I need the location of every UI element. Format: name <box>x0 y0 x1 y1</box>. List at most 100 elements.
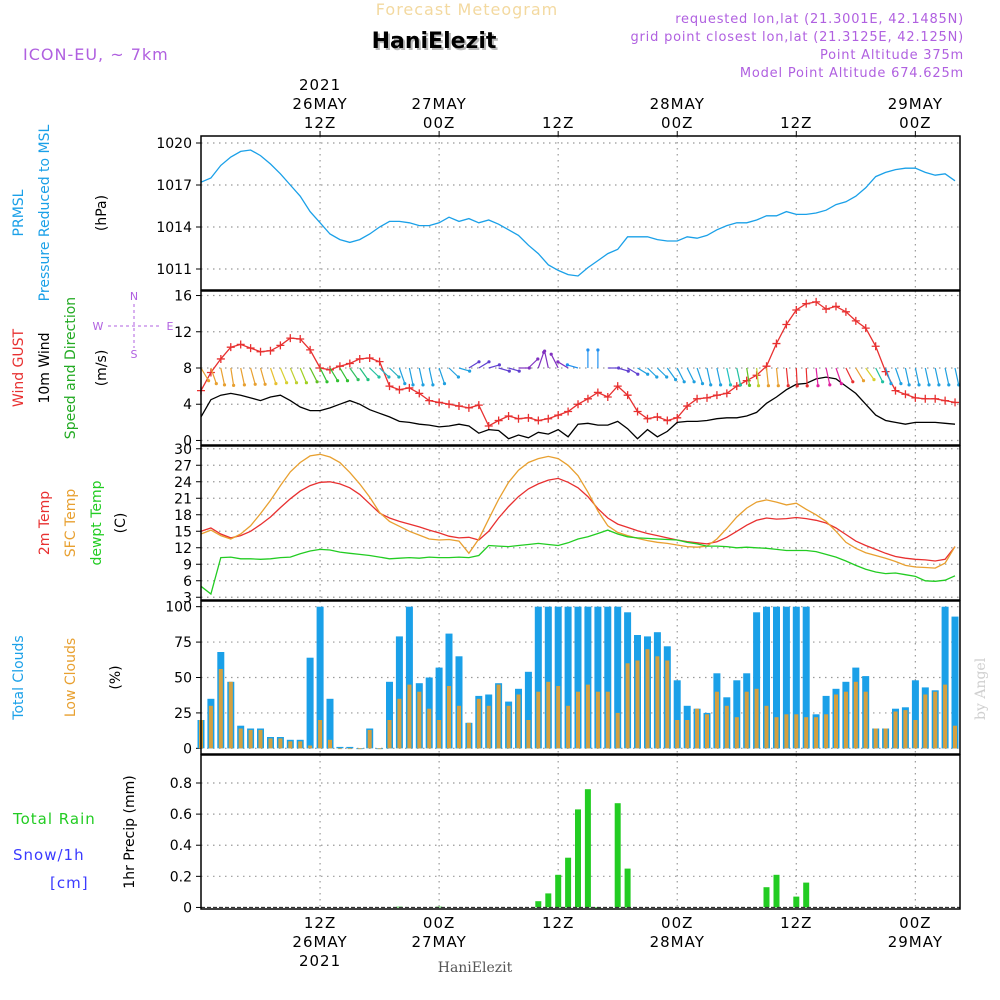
wind-arrow-head <box>304 381 308 385</box>
bar <box>863 691 868 749</box>
bar <box>346 746 354 749</box>
compass-n: N <box>130 290 138 303</box>
gust-marker <box>425 396 434 405</box>
wind-arrow <box>676 367 685 383</box>
panel-precip: 0 0.2 0.4 0.6 0.8 Total Rain Snow/1h [cm] 1hr Pr… <box>12 754 961 916</box>
wind-arrow-head <box>497 363 501 367</box>
wind-arrow-head <box>336 379 340 383</box>
time-label: 26MAY <box>292 933 347 951</box>
wind-arrow-head <box>839 382 844 386</box>
ytick-label: 100 <box>165 600 192 616</box>
bar <box>614 803 621 908</box>
panel-frame <box>200 754 961 910</box>
wind-arrow-head <box>626 369 630 373</box>
series-line <box>200 453 956 569</box>
bar <box>792 606 800 749</box>
bar <box>386 681 393 749</box>
bar <box>802 606 810 749</box>
bar <box>524 671 532 749</box>
compass-icon: N S W E <box>93 290 174 361</box>
gust-marker <box>861 324 870 333</box>
wind-arrow <box>696 367 704 384</box>
bar <box>554 606 562 749</box>
bar <box>685 720 690 749</box>
ytick-label: 24 <box>174 475 192 491</box>
wind-arrow <box>259 367 266 385</box>
bar <box>614 606 622 749</box>
wind-arrow <box>230 367 235 386</box>
wind-arrow <box>746 367 751 386</box>
bar <box>457 705 461 749</box>
wind-arrow <box>250 367 256 385</box>
wind-arrow <box>220 367 226 386</box>
time-label: 00Z <box>661 114 693 132</box>
wind-arrow-head <box>851 380 855 384</box>
wind-arrow-head <box>917 383 921 387</box>
gust-marker <box>911 393 920 402</box>
wind-arrow <box>637 367 649 375</box>
bar <box>911 680 919 749</box>
gust-marker <box>385 382 394 391</box>
bar <box>814 717 819 749</box>
wind-arrow-head <box>403 382 407 386</box>
time-label: 00Z <box>423 914 455 932</box>
gust-marker <box>484 421 493 430</box>
wind-arrow <box>428 367 434 386</box>
wind-arrow-head <box>207 379 211 383</box>
time-label: 28MAY <box>650 95 705 113</box>
wind-arrow <box>269 367 277 384</box>
bar <box>673 680 681 749</box>
time-label: 28MAY <box>650 933 705 951</box>
wind-arrow <box>904 367 910 386</box>
wind-arrow <box>825 367 831 386</box>
wind-arrow-head <box>655 375 659 379</box>
ytick-label: 1011 <box>156 262 192 278</box>
wind-arrow <box>279 367 288 383</box>
wind-arrow <box>775 367 779 386</box>
wind-arrow <box>795 367 798 386</box>
bar <box>405 606 413 749</box>
wind-arrow-head <box>421 383 425 387</box>
gust-marker <box>435 398 444 407</box>
wind-arrow-head <box>747 383 752 387</box>
ytick-label: 75 <box>174 635 192 651</box>
wind-arrow-head <box>536 357 540 361</box>
bar <box>594 606 602 749</box>
wind-arrow <box>736 367 742 386</box>
bar <box>793 896 800 908</box>
wind-arrow-head <box>596 348 600 352</box>
bar <box>328 739 332 749</box>
bar <box>695 708 700 749</box>
wind-arrow-head <box>294 381 299 385</box>
gust-marker <box>703 393 711 402</box>
gust-marker <box>802 299 811 308</box>
ylabel: (hPa) <box>94 195 110 231</box>
wind-arrow <box>550 353 559 369</box>
wind-arrow-head <box>692 380 696 384</box>
info-line: Point Altitude 375m <box>820 48 964 63</box>
gust-marker <box>464 403 473 412</box>
wind-arrow-head <box>387 375 391 379</box>
time-label: 27MAY <box>411 95 466 113</box>
wind-arrow-head <box>345 379 350 383</box>
gust-marker <box>822 305 831 314</box>
wind-arrow <box>210 367 217 384</box>
ylabel: Speed and Direction <box>63 297 79 439</box>
bar <box>486 705 491 749</box>
panel-clouds: 0 25 50 75 100 Total Clouds Low Clouds (%) <box>11 600 961 757</box>
wind-arrow <box>666 367 677 380</box>
wind-arrow <box>438 367 446 384</box>
bar <box>218 669 223 749</box>
wind-arrow <box>815 367 819 386</box>
bar <box>763 606 770 749</box>
bar <box>893 711 898 749</box>
wind-arrow-head <box>709 383 713 387</box>
ytick-label: 3 <box>183 590 192 606</box>
gust-marker <box>226 343 235 352</box>
bar <box>645 649 650 749</box>
bar <box>773 606 780 749</box>
ylabel: (C) <box>113 513 129 534</box>
series-line <box>200 149 956 277</box>
time-label: 12Z <box>780 114 812 132</box>
wind-arrow <box>706 367 712 386</box>
